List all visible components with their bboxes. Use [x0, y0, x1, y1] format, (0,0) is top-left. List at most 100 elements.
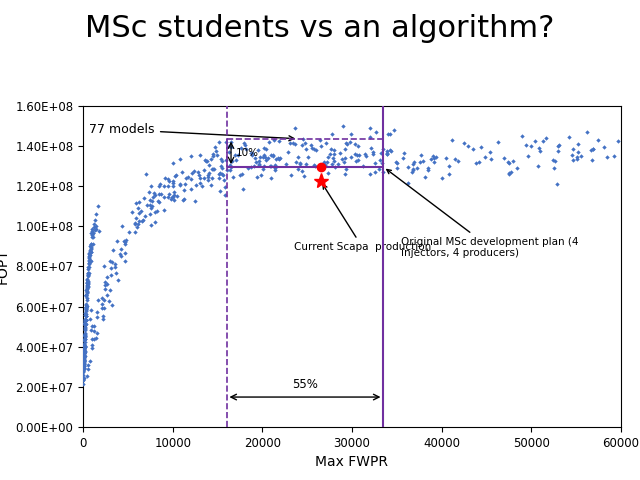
Point — [82, 279, 92, 287]
Point — [214, 138, 224, 145]
Point — [78, 372, 88, 379]
Point — [87, 229, 97, 237]
Point — [227, 157, 237, 165]
Point — [89, 336, 99, 343]
Point — [145, 196, 155, 204]
Point — [145, 202, 155, 209]
Point — [82, 288, 92, 296]
Point — [79, 357, 89, 364]
Point — [93, 227, 104, 234]
Point — [208, 152, 218, 159]
Point — [211, 144, 221, 151]
Point — [228, 173, 238, 180]
Point — [300, 172, 310, 180]
Point — [83, 272, 93, 279]
Point — [274, 155, 284, 163]
Point — [84, 249, 94, 257]
Point — [572, 153, 582, 161]
Point — [408, 166, 418, 174]
Point — [82, 284, 92, 291]
Point — [504, 169, 514, 177]
Point — [207, 165, 218, 173]
Point — [408, 165, 418, 172]
Point — [358, 162, 369, 170]
Point — [79, 350, 89, 358]
Point — [226, 163, 236, 170]
Point — [79, 346, 90, 353]
Point — [112, 237, 122, 244]
Point — [467, 145, 477, 153]
Point — [198, 166, 209, 174]
Point — [81, 302, 92, 310]
Point — [195, 174, 205, 182]
Text: Original MSc development plan (4
injectors, 4 producers): Original MSc development plan (4 injecto… — [387, 169, 579, 258]
Point — [83, 277, 93, 285]
Point — [191, 181, 201, 189]
Point — [374, 165, 384, 173]
Point — [383, 130, 393, 138]
Point — [140, 170, 150, 178]
Point — [321, 139, 331, 146]
Point — [82, 276, 92, 284]
Point — [79, 362, 89, 370]
Point — [82, 282, 92, 290]
Point — [107, 301, 117, 309]
Point — [79, 359, 89, 366]
Point — [345, 138, 355, 146]
Point — [552, 143, 563, 150]
Point — [152, 207, 162, 215]
Point — [111, 269, 121, 276]
Point — [340, 139, 351, 147]
Point — [163, 182, 173, 190]
Point — [79, 352, 89, 360]
Point — [203, 173, 213, 180]
Point — [79, 352, 89, 360]
Point — [86, 244, 97, 252]
Point — [85, 257, 95, 265]
Point — [92, 308, 102, 316]
Point — [420, 173, 430, 180]
Point — [153, 197, 163, 204]
Point — [314, 136, 324, 144]
Point — [263, 155, 273, 162]
Point — [79, 374, 89, 382]
Point — [316, 142, 326, 149]
Point — [324, 150, 335, 158]
Point — [408, 160, 418, 168]
Point — [91, 222, 101, 230]
Point — [346, 130, 356, 138]
Point — [80, 317, 90, 324]
Point — [370, 159, 380, 167]
Point — [79, 349, 90, 357]
Point — [90, 216, 100, 224]
Point — [330, 163, 340, 170]
Point — [82, 289, 92, 297]
Point — [154, 198, 164, 206]
Point — [78, 361, 88, 369]
Point — [252, 173, 262, 181]
Point — [79, 357, 89, 364]
Point — [79, 352, 90, 360]
Point — [120, 238, 130, 246]
Point — [189, 167, 199, 175]
Point — [81, 316, 91, 324]
Text: MSc students vs an algorithm?: MSc students vs an algorithm? — [85, 14, 555, 43]
Point — [168, 177, 179, 185]
Point — [81, 312, 91, 320]
Point — [399, 149, 409, 157]
Point — [81, 294, 92, 301]
Point — [83, 361, 93, 369]
Point — [129, 220, 140, 228]
Point — [86, 341, 97, 349]
Point — [230, 156, 241, 164]
Point — [81, 305, 91, 312]
Point — [506, 168, 516, 176]
Point — [217, 170, 227, 178]
Point — [274, 138, 284, 145]
Point — [266, 174, 276, 181]
Point — [89, 220, 99, 228]
X-axis label: Max FWPR: Max FWPR — [316, 456, 388, 469]
Point — [291, 159, 301, 167]
Point — [84, 269, 94, 277]
Point — [227, 157, 237, 165]
